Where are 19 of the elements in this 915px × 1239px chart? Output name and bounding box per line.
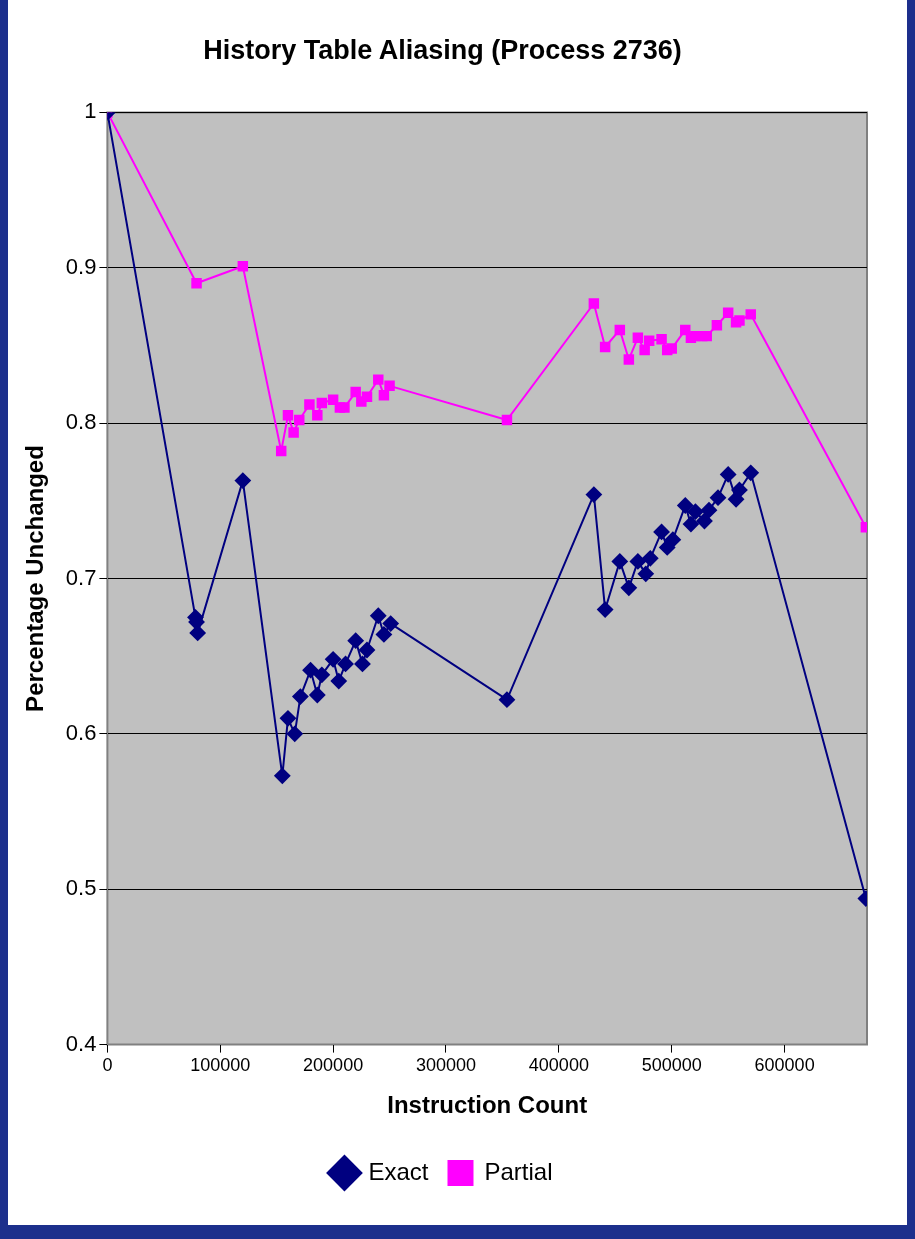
x-tick-label: 500000 — [641, 1055, 702, 1076]
x-tick-label: 300000 — [415, 1055, 477, 1076]
x-tick-label: 600000 — [754, 1055, 815, 1076]
y-tick-label: 1 — [84, 98, 97, 124]
x-tick-label: 200000 — [303, 1055, 364, 1076]
y-tick-label: 0.7 — [65, 564, 97, 590]
y-axis-title: Percentage Unchanged — [21, 445, 49, 712]
legend-label: Exact — [368, 1157, 429, 1185]
chart-title: History Table Aliasing (Process 2736) — [203, 34, 682, 65]
y-tick-label: 0.8 — [65, 409, 97, 435]
x-tick-label: 0 — [102, 1055, 113, 1076]
x-axis-title: Instruction Count — [387, 1091, 588, 1119]
x-tick-label: 100000 — [190, 1055, 251, 1076]
y-tick-label: 0.6 — [65, 719, 97, 745]
y-tick-label: 0.4 — [65, 1030, 97, 1056]
legend-label: Partial — [484, 1157, 553, 1185]
y-tick-label: 0.9 — [65, 253, 97, 279]
x-tick-label: 400000 — [528, 1055, 589, 1076]
y-tick-label: 0.5 — [65, 875, 97, 901]
